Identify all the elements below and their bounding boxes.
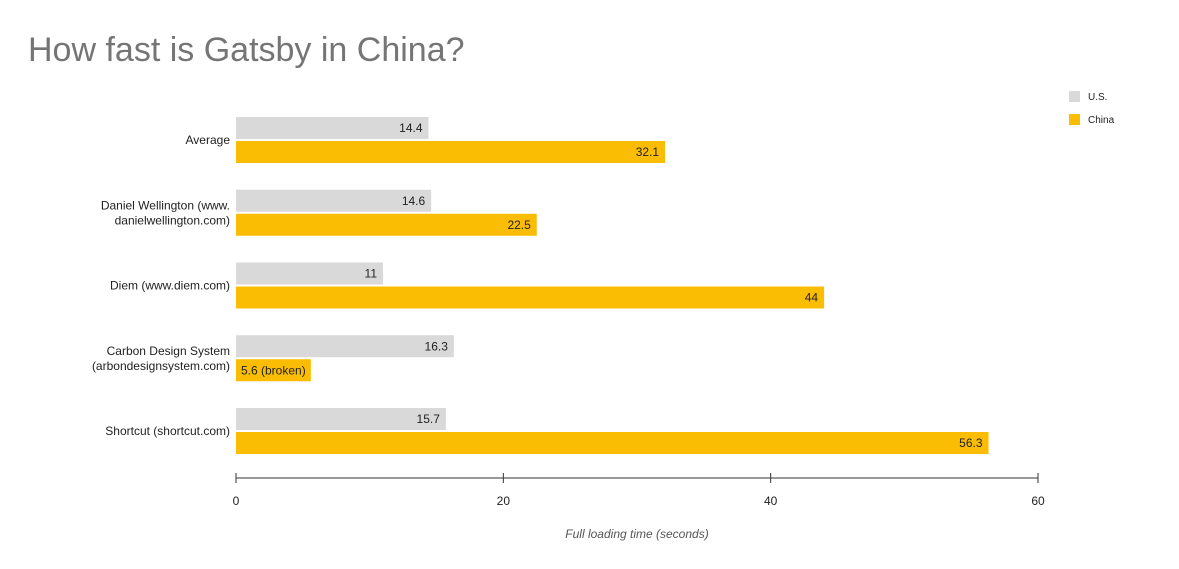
bars [236, 117, 989, 454]
legend-label: China [1088, 115, 1115, 126]
bar-china [236, 286, 825, 309]
data-label: 32.1 [636, 145, 660, 159]
chart-title: How fast is Gatsby in China? [28, 31, 465, 69]
data-label: 22.5 [507, 218, 531, 232]
bar-china [236, 359, 311, 382]
bar-u-s [236, 262, 384, 285]
data-label: 15.7 [417, 412, 441, 426]
bar-china [236, 432, 989, 454]
category-label: Carbon Design System [107, 344, 230, 358]
value-labels: 14.4 32.1 14.6 22.5 11 44 16.3 5.6 (broken) 15.7… [241, 121, 983, 450]
data-label: 11 [365, 267, 378, 281]
legend-swatch [1069, 91, 1080, 102]
x-tick-label: 0 [233, 494, 240, 508]
legend-label: U.S. [1088, 92, 1107, 103]
legend: U.S. China [1069, 91, 1115, 126]
category-label: danielwellington.com) [115, 213, 230, 227]
data-label: 56.3 [959, 436, 983, 450]
x-tick-label: 60 [1031, 494, 1045, 508]
legend-swatch [1069, 114, 1080, 125]
data-label: 14.6 [402, 194, 426, 208]
x-tick-label: 20 [497, 494, 511, 508]
data-label: 5.6 (broken) [241, 363, 306, 377]
bar-u-s [236, 117, 429, 139]
category-label: Average [186, 133, 231, 147]
x-axis-title: Full loading time (seconds) [565, 527, 708, 541]
data-label: 16.3 [425, 339, 449, 353]
bar-u-s [236, 408, 446, 430]
category-label: Shortcut (shortcut.com) [105, 424, 230, 438]
x-axis: 0 20 40 60 [233, 473, 1045, 508]
bar-u-s [236, 335, 454, 358]
data-label: 14.4 [399, 121, 423, 135]
x-tick-label: 40 [764, 494, 778, 508]
category-labels: Average Daniel Wellington (www.danielwell… [92, 133, 230, 438]
data-label: 44 [805, 291, 819, 305]
bar-china [236, 141, 666, 163]
bar-china [236, 213, 537, 236]
bar-u-s [236, 189, 432, 212]
category-label: Diem (www.diem.com) [110, 279, 230, 293]
category-label: Daniel Wellington (www. [101, 198, 230, 212]
category-label: (arbondesignsystem.com) [92, 359, 230, 373]
